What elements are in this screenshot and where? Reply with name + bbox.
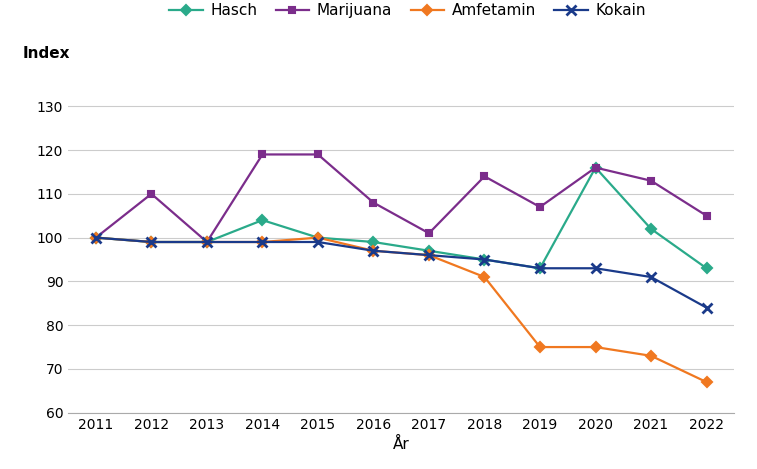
- Kokain: [369, 248, 378, 254]
- Amfetamin: [92, 235, 101, 241]
- Legend: Hasch, Marijuana, Amfetamin, Kokain: Hasch, Marijuana, Amfetamin, Kokain: [169, 3, 646, 18]
- Kokain: [702, 305, 711, 310]
- Amfetamin: [258, 239, 267, 245]
- Text: Index: Index: [23, 46, 70, 61]
- Marijuana: [202, 239, 211, 245]
- Hasch: [646, 226, 656, 232]
- Marijuana: [369, 200, 378, 205]
- Amfetamin: [202, 239, 211, 245]
- Kokain: [258, 239, 267, 245]
- Marijuana: [147, 191, 156, 197]
- Hasch: [313, 235, 322, 241]
- Line: Hasch: Hasch: [92, 164, 710, 272]
- Kokain: [535, 265, 544, 271]
- Amfetamin: [147, 239, 156, 245]
- Kokain: [646, 274, 656, 280]
- Hasch: [425, 248, 434, 254]
- Line: Kokain: Kokain: [91, 233, 712, 312]
- Kokain: [313, 239, 322, 245]
- Hasch: [591, 165, 600, 170]
- Hasch: [369, 239, 378, 245]
- Kokain: [147, 239, 156, 245]
- Kokain: [425, 252, 434, 258]
- Amfetamin: [591, 344, 600, 350]
- Marijuana: [425, 230, 434, 236]
- Marijuana: [535, 204, 544, 210]
- Amfetamin: [369, 248, 378, 254]
- Amfetamin: [646, 353, 656, 359]
- Hasch: [535, 265, 544, 271]
- Hasch: [147, 239, 156, 245]
- Marijuana: [591, 165, 600, 170]
- Kokain: [92, 235, 101, 241]
- X-axis label: År: År: [393, 437, 410, 452]
- Hasch: [480, 257, 489, 262]
- Hasch: [258, 217, 267, 223]
- Kokain: [202, 239, 211, 245]
- Amfetamin: [313, 235, 322, 241]
- Hasch: [202, 239, 211, 245]
- Kokain: [591, 265, 600, 271]
- Marijuana: [92, 235, 101, 241]
- Hasch: [702, 265, 711, 271]
- Marijuana: [258, 151, 267, 157]
- Marijuana: [480, 174, 489, 179]
- Amfetamin: [480, 274, 489, 280]
- Amfetamin: [702, 379, 711, 385]
- Marijuana: [646, 178, 656, 183]
- Marijuana: [313, 151, 322, 157]
- Hasch: [92, 235, 101, 241]
- Amfetamin: [535, 344, 544, 350]
- Line: Amfetamin: Amfetamin: [92, 234, 710, 386]
- Marijuana: [702, 213, 711, 219]
- Line: Marijuana: Marijuana: [92, 151, 710, 245]
- Kokain: [480, 257, 489, 262]
- Amfetamin: [425, 252, 434, 258]
